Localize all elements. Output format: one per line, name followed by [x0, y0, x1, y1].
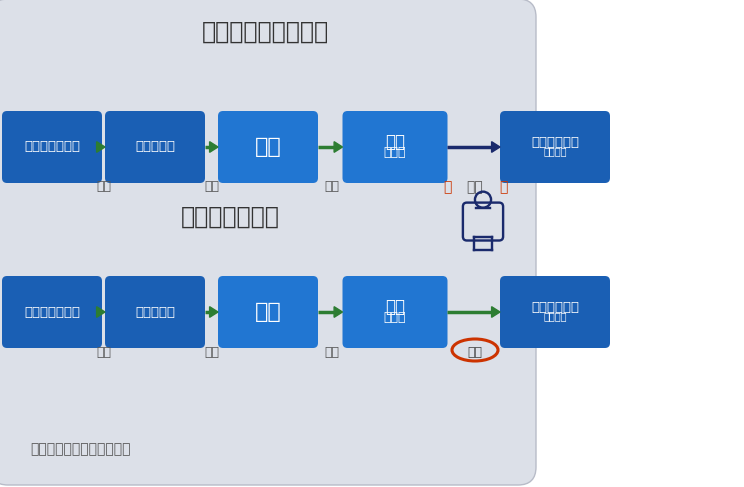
Text: 統合: 統合 [254, 137, 281, 157]
Text: 単体テスト: 単体テスト [135, 141, 175, 153]
Text: 完了したコード: 完了したコード [24, 305, 80, 318]
FancyBboxPatch shape [218, 111, 318, 183]
Text: 自動: 自動 [96, 181, 111, 193]
Polygon shape [97, 307, 105, 318]
Text: 自動: 自動 [324, 181, 339, 193]
Polygon shape [210, 142, 218, 152]
Text: 自動: 自動 [204, 181, 219, 193]
Text: 〉: 〉 [498, 180, 507, 194]
FancyBboxPatch shape [500, 276, 610, 348]
Text: 単体テスト: 単体テスト [135, 305, 175, 318]
Text: デプロイ: デプロイ [543, 146, 567, 156]
FancyBboxPatch shape [0, 0, 536, 485]
FancyBboxPatch shape [105, 276, 205, 348]
Text: 自動: 自動 [96, 345, 111, 358]
FancyBboxPatch shape [2, 276, 102, 348]
Polygon shape [492, 307, 500, 318]
Text: 運用環境への: 運用環境への [531, 136, 579, 149]
Text: デプロイ: デプロイ [543, 311, 567, 321]
Text: 手動: 手動 [466, 180, 484, 194]
Text: 自動: 自動 [204, 345, 219, 358]
Text: 承認: 承認 [385, 132, 405, 150]
Text: 継続的インテグレーション: 継続的インテグレーション [30, 442, 130, 456]
Text: 自動: 自動 [324, 345, 339, 358]
Text: 完了したコード: 完了したコード [24, 141, 80, 153]
Polygon shape [334, 142, 342, 152]
Text: 自動: 自動 [467, 345, 483, 358]
FancyBboxPatch shape [500, 111, 610, 183]
Text: 運用環境への: 運用環境への [531, 301, 579, 314]
Text: 承認: 承認 [385, 298, 405, 316]
Text: 継続的デプロイ: 継続的デプロイ [181, 205, 280, 229]
FancyBboxPatch shape [342, 111, 447, 183]
FancyBboxPatch shape [218, 276, 318, 348]
Polygon shape [492, 142, 500, 152]
Text: テスト: テスト [384, 311, 406, 324]
Text: 〈: 〈 [443, 180, 451, 194]
FancyBboxPatch shape [2, 111, 102, 183]
Polygon shape [210, 307, 218, 318]
Text: 統合: 統合 [254, 302, 281, 322]
Polygon shape [334, 307, 342, 318]
Polygon shape [97, 142, 105, 152]
FancyBboxPatch shape [105, 111, 205, 183]
FancyBboxPatch shape [342, 276, 447, 348]
Text: 継続的デリバリーー: 継続的デリバリーー [202, 20, 329, 44]
Text: テスト: テスト [384, 146, 406, 159]
